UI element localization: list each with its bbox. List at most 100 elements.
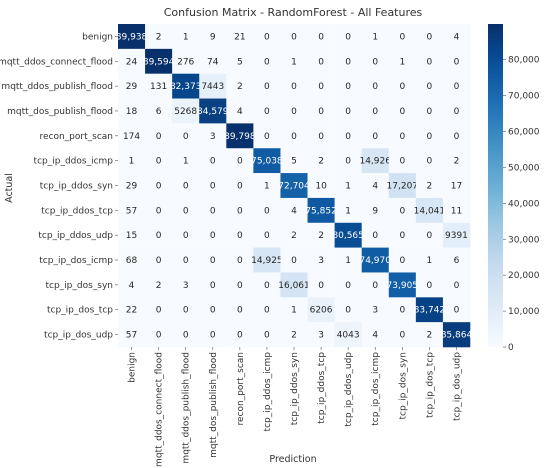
cell-value-label: 0 [399, 32, 405, 42]
heatmap-cell [226, 123, 254, 149]
colorbar-tick-label: 60,000 [508, 128, 540, 138]
cell-value-label: 9 [372, 206, 378, 216]
cell-value-label: 2 [427, 331, 433, 341]
heatmap-cell [118, 148, 146, 174]
row-tick-label: tcp_ip_dos_syn [45, 281, 113, 291]
heatmap-cell [172, 73, 200, 99]
cell-value-label: 0 [156, 331, 162, 341]
cell-value-label: 0 [399, 256, 405, 266]
heatmap-cell [280, 247, 308, 273]
heatmap-cell [280, 322, 308, 348]
cell-value-label: 89,798 [224, 132, 256, 142]
cell-value-label: 5268 [174, 107, 197, 117]
heatmap-cell [388, 322, 417, 348]
cell-value-label: 0 [372, 57, 378, 67]
cell-value-label: 0 [399, 107, 405, 117]
cell-value-label: 0 [454, 132, 460, 142]
heatmap-cell [199, 247, 227, 273]
heatmap-cell [172, 98, 200, 124]
heatmap-cell [172, 297, 200, 323]
col-tick-label: mqtt_ddos_connect_flood [155, 352, 165, 467]
heatmap-cell [334, 48, 362, 74]
colorbar-tick-label: 10,000 [508, 307, 540, 317]
heatmap-cell [361, 197, 390, 224]
cell-value-label: 0 [210, 281, 216, 291]
heatmap-cell [199, 73, 227, 99]
cell-value-label: 1 [183, 157, 189, 167]
heatmap-cell [334, 148, 362, 174]
cell-value-label: 0 [237, 256, 243, 266]
heatmap-cell [199, 98, 227, 124]
cell-value-label: 4 [129, 281, 135, 291]
cell-value-label: 1 [399, 57, 405, 67]
cell-value-label: 0 [156, 157, 162, 167]
cell-value-label: 17 [451, 182, 462, 192]
cell-value-label: 0 [427, 32, 433, 42]
heatmap-cell [172, 197, 200, 224]
cell-value-label: 0 [399, 306, 405, 316]
cell-value-label: 68 [126, 256, 138, 266]
colorbar-gradient [488, 24, 503, 347]
heatmap-cell [145, 173, 173, 199]
cell-value-label: 9 [210, 32, 216, 42]
cell-value-label: 0 [237, 281, 243, 291]
heatmap-cell [199, 123, 227, 149]
heatmap-cell [253, 322, 281, 348]
heatmap-cell [361, 24, 390, 50]
cell-value-label: 0 [345, 107, 351, 117]
heatmap-cell [199, 297, 227, 323]
heatmap-cell [361, 173, 390, 199]
cell-value-label: 0 [264, 82, 270, 92]
heatmap-cell [199, 222, 227, 248]
cell-value-label: 9391 [445, 231, 468, 241]
cell-value-label: 1 [291, 57, 297, 67]
cell-value-label: 0 [210, 182, 216, 192]
cell-value-label: 10 [315, 182, 327, 192]
cell-value-label: 0 [345, 57, 351, 67]
cell-value-label: 0 [264, 281, 270, 291]
cell-value-label: 0 [454, 107, 460, 117]
row-tick-label: tcp_ip_ddos_icmp [34, 157, 114, 167]
heatmap-cell [280, 222, 308, 248]
cell-value-label: 4 [372, 182, 378, 192]
heatmap-cell [199, 24, 227, 50]
cell-value-label: 0 [291, 107, 297, 117]
cell-value-label: 6206 [310, 306, 333, 316]
heatmap-cell [388, 24, 417, 50]
heatmap-cell [226, 73, 254, 99]
heatmap-cell [172, 123, 200, 149]
heatmap-cell [334, 322, 362, 348]
cell-value-label: 276 [177, 57, 194, 67]
heatmap-cell [280, 297, 308, 323]
heatmap-cell [442, 247, 471, 273]
heatmap-cell [253, 247, 281, 273]
row-tick-label: tcp_ip_ddos_udp [38, 231, 113, 241]
heatmap-cell [280, 272, 308, 298]
cell-value-label: 0 [345, 157, 351, 167]
heatmap-cell [118, 197, 146, 224]
col-tick-label: mqtt_dos_publish_flood [209, 352, 219, 458]
cell-value-label: 2 [318, 231, 324, 241]
cell-value-label: 57 [126, 331, 137, 341]
heatmap-cell [253, 297, 281, 323]
cell-value-label: 2 [291, 231, 297, 241]
cell-value-label: 0 [264, 132, 270, 142]
col-tick-label: tcp_ip_dos_tcp [425, 352, 435, 418]
heatmap-cell [442, 322, 471, 348]
cell-value-label: 0 [291, 256, 297, 266]
cell-value-label: 0 [345, 281, 351, 291]
heatmap-cell [172, 48, 200, 74]
heatmap-cell [442, 48, 471, 74]
cell-value-label: 24 [126, 57, 138, 67]
colorbar-tick-label: 30,000 [508, 235, 540, 245]
cell-value-label: 2 [427, 182, 433, 192]
cell-value-label: 0 [399, 132, 405, 142]
heatmap-cell [280, 173, 308, 199]
heatmap-cell [145, 123, 173, 149]
heatmap-cell [442, 24, 471, 50]
heatmap-cell [415, 247, 444, 273]
cell-value-label: 0 [291, 132, 297, 142]
heatmap-cell [361, 73, 390, 99]
cell-value-label: 0 [372, 132, 378, 142]
